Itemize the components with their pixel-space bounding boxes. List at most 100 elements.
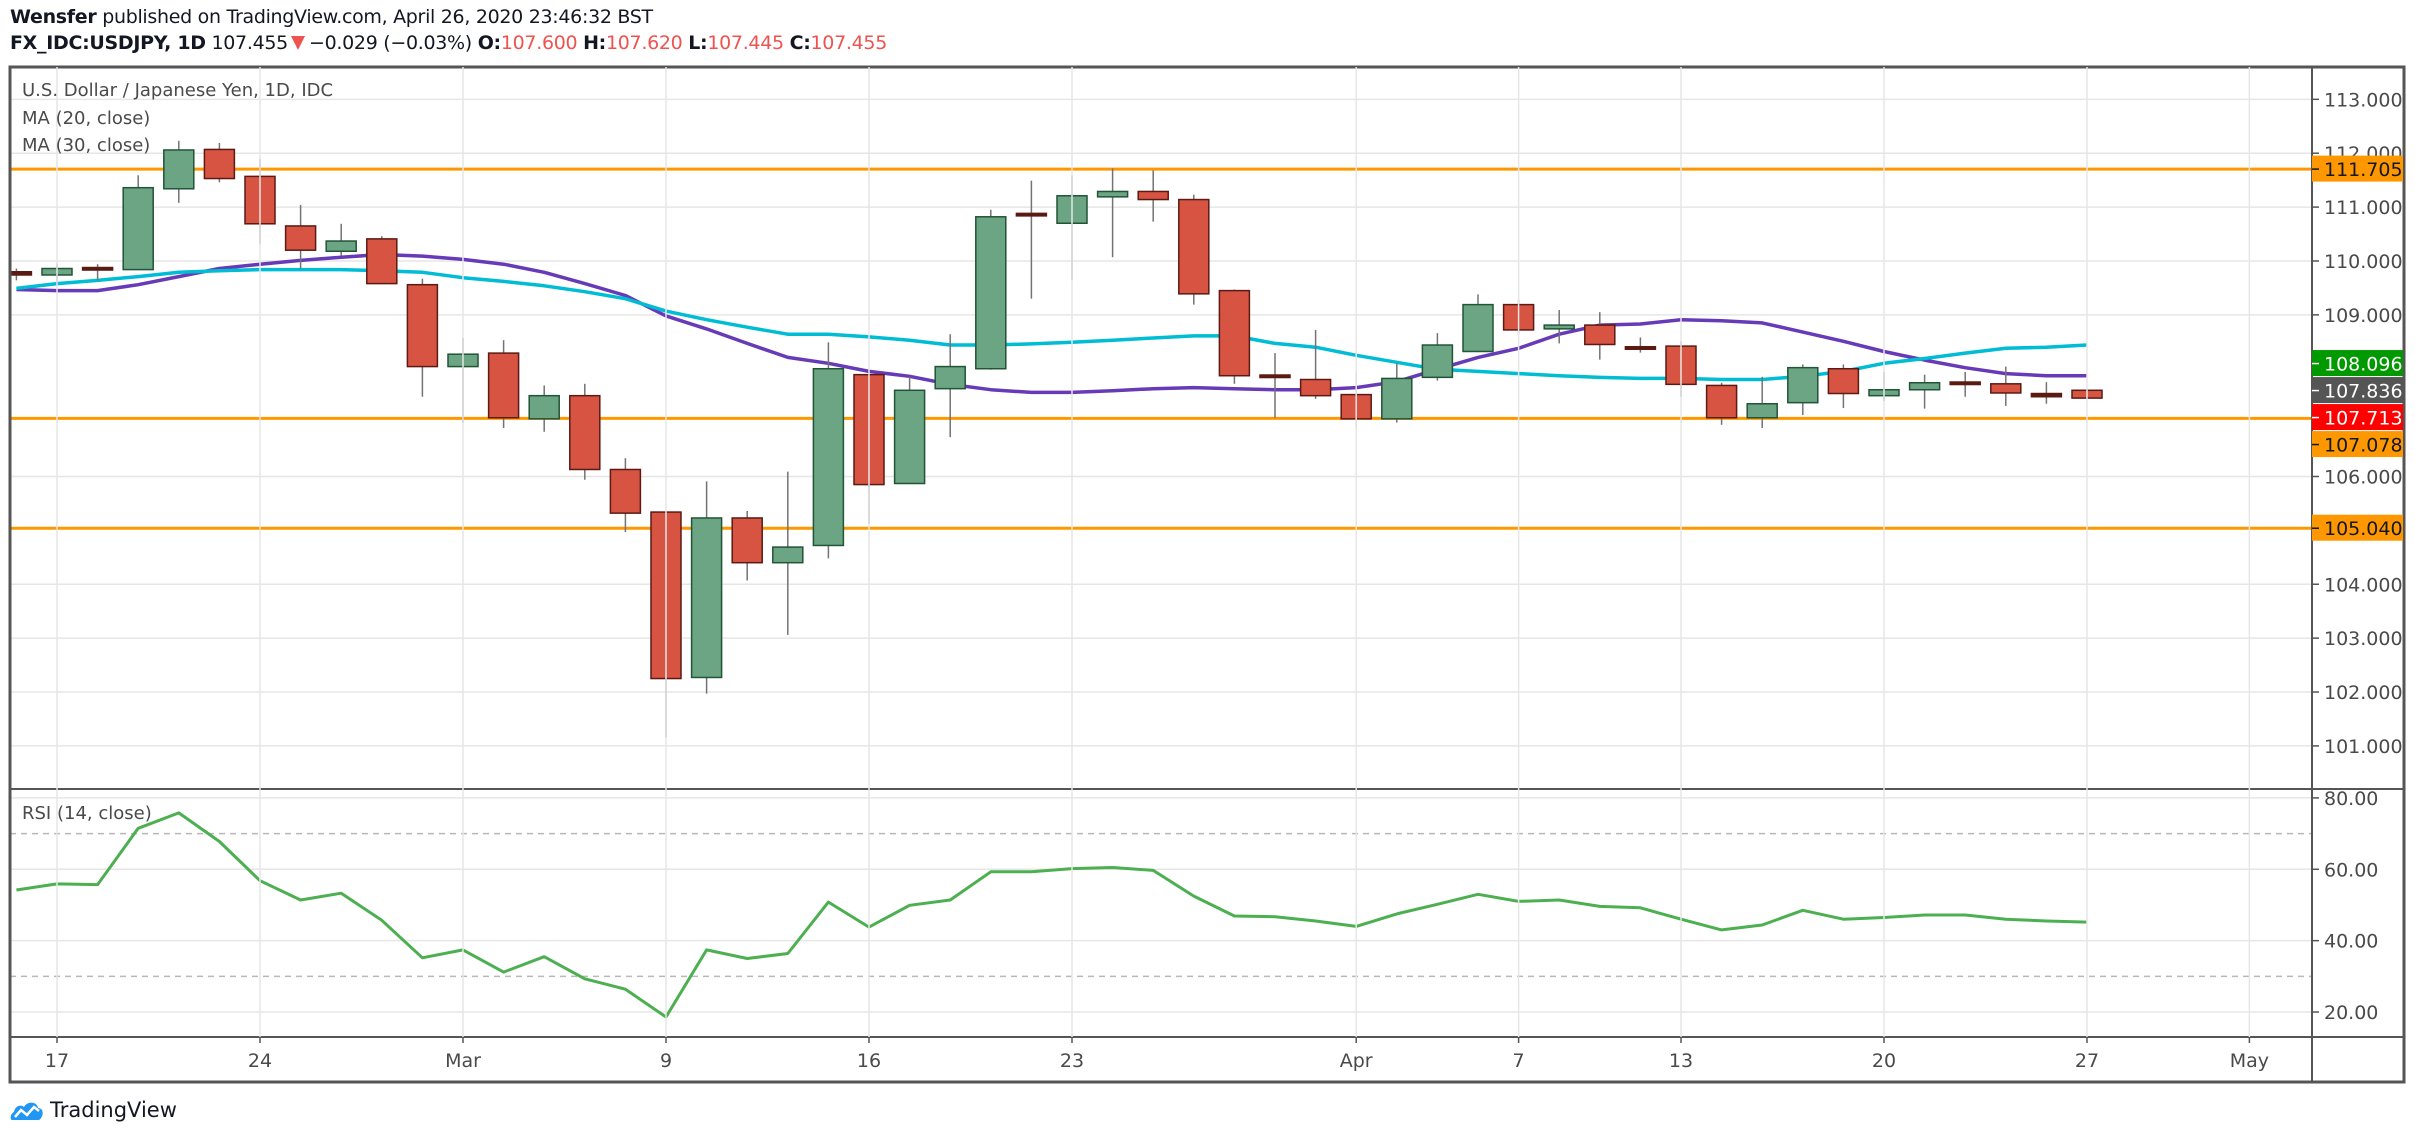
candle-up	[1908, 381, 1941, 391]
candle-down	[1624, 345, 1657, 350]
time-axis[interactable]: 17 24 Mar 9 16 23 Apr 7 13 20 27 May	[45, 67, 2269, 1072]
time-tick-label: 20	[1872, 1050, 1896, 1072]
candle-down	[203, 148, 236, 180]
candle-down	[1827, 367, 1860, 395]
candle-up	[163, 149, 195, 190]
candle-down	[366, 238, 398, 285]
price-tick-label: 113.000	[2324, 89, 2403, 111]
ma30-legend[interactable]: MA (30, close)	[22, 135, 151, 156]
rsi-legend[interactable]: RSI (14, close)	[22, 803, 152, 824]
price-tick-label: 102.000	[2324, 682, 2403, 704]
candle-down	[284, 225, 317, 251]
candle-down	[81, 266, 114, 271]
candle-up	[1746, 403, 1778, 419]
rsi-tick-label: 60.00	[2324, 859, 2378, 881]
time-tick-label: 13	[1669, 1050, 1693, 1072]
symbol-name: FX_IDC:USDJPY, 1D	[10, 32, 206, 54]
ma20-legend[interactable]: MA (20, close)	[22, 108, 151, 129]
candle-up	[1421, 344, 1454, 379]
candle-down	[10, 270, 33, 276]
price-label: 107.836	[2324, 381, 2403, 403]
candle-down	[1949, 381, 1981, 386]
open-label: O:	[477, 32, 501, 54]
price-tick-label: 101.000	[2324, 736, 2403, 758]
candle-up	[1462, 303, 1494, 353]
tradingview-logo-icon	[10, 1102, 43, 1120]
candle-up	[812, 367, 845, 547]
high-value: 107.620	[605, 32, 683, 54]
candle-down	[1990, 383, 2022, 394]
time-tick-label: 24	[248, 1050, 272, 1072]
rsi-tick-label: 20.00	[2324, 1002, 2378, 1024]
candle-down	[1218, 289, 1251, 377]
candle-down	[406, 283, 439, 368]
candle-down	[1259, 374, 1291, 379]
time-tick-label: 16	[857, 1050, 881, 1072]
rsi-axis[interactable]: 20.00 40.00 60.00 80.00	[2312, 788, 2378, 1024]
candle-up	[122, 186, 154, 271]
last-price: 107.455	[211, 32, 288, 54]
candle-up	[975, 216, 1007, 370]
candle-up	[690, 517, 723, 679]
candle-down	[569, 394, 601, 471]
candle-up	[1381, 377, 1413, 420]
price-tick-label: 106.000	[2324, 466, 2403, 488]
candle-up	[772, 546, 804, 564]
rsi-tick-label: 80.00	[2324, 788, 2378, 810]
time-tick-label: 7	[1513, 1050, 1525, 1072]
candle-down	[1584, 324, 1616, 346]
candle-up	[528, 394, 560, 420]
symbol-info: FX_IDC:USDJPY, 1D 107.455 −0.029 (−0.03%)…	[10, 32, 887, 54]
candle-up	[325, 240, 357, 253]
tradingview-brand[interactable]: TradingView	[10, 1098, 177, 1122]
candle-up	[1787, 366, 1819, 404]
open-value: 107.600	[500, 32, 578, 54]
price-tick-label: 103.000	[2324, 628, 2403, 650]
chart-frame	[8, 65, 2406, 1084]
author-name[interactable]: Wensfer	[10, 6, 97, 28]
high-label: H:	[583, 32, 606, 54]
time-tick-label: 27	[2075, 1050, 2099, 1072]
time-tick-label: Mar	[445, 1050, 481, 1072]
low-value: 107.445	[707, 32, 784, 54]
candle-down	[609, 468, 642, 514]
ma20-line	[16, 252, 2087, 395]
candle-down	[1299, 378, 1332, 397]
chart-title-legend[interactable]: U.S. Dollar / Japanese Yen, 1D, IDC	[22, 80, 334, 101]
close-value: 107.455	[810, 32, 888, 54]
candles	[10, 140, 2103, 738]
candle-down	[1705, 384, 1738, 419]
close-label: C:	[789, 32, 811, 54]
time-tick-label: Apr	[1340, 1050, 1373, 1072]
price-axis[interactable]: 101.000 102.000 103.000 104.000 106.000 109.0…	[2312, 89, 2403, 758]
price-label-box	[2312, 155, 2403, 182]
horizontal-levels	[10, 167, 2312, 530]
tradingview-brand-name: TradingView	[50, 1098, 177, 1122]
rsi-line	[16, 811, 2088, 1019]
price-label: 111.705	[2324, 159, 2403, 181]
price-tick-label: 110.000	[2324, 251, 2403, 273]
price-label: 108.096	[2324, 354, 2403, 376]
time-tick-label: 9	[660, 1050, 672, 1072]
price-tick-label: 104.000	[2324, 574, 2403, 596]
candle-up	[934, 365, 966, 390]
time-tick-label: 23	[1060, 1050, 1084, 1072]
price-tick-label: 109.000	[2324, 305, 2403, 327]
candle-down	[487, 352, 520, 419]
candle-down	[1178, 198, 1210, 295]
published-text: published on TradingView.com, April 26, …	[102, 6, 653, 28]
price-label-box	[2312, 404, 2403, 431]
price-label: 107.078	[2324, 435, 2403, 457]
time-tick-label: 17	[45, 1050, 69, 1072]
ma30-line	[16, 267, 2088, 382]
price-label-box	[2312, 377, 2403, 404]
candle-down	[2030, 392, 2063, 398]
candle-down	[1015, 212, 1048, 217]
price-change: −0.029 (−0.03%)	[308, 32, 472, 54]
price-label-box	[2312, 514, 2403, 541]
moving-averages	[16, 252, 2088, 395]
price-label-box	[2312, 431, 2403, 458]
triangle-down-icon	[290, 36, 305, 50]
candle-up	[1096, 190, 1129, 198]
